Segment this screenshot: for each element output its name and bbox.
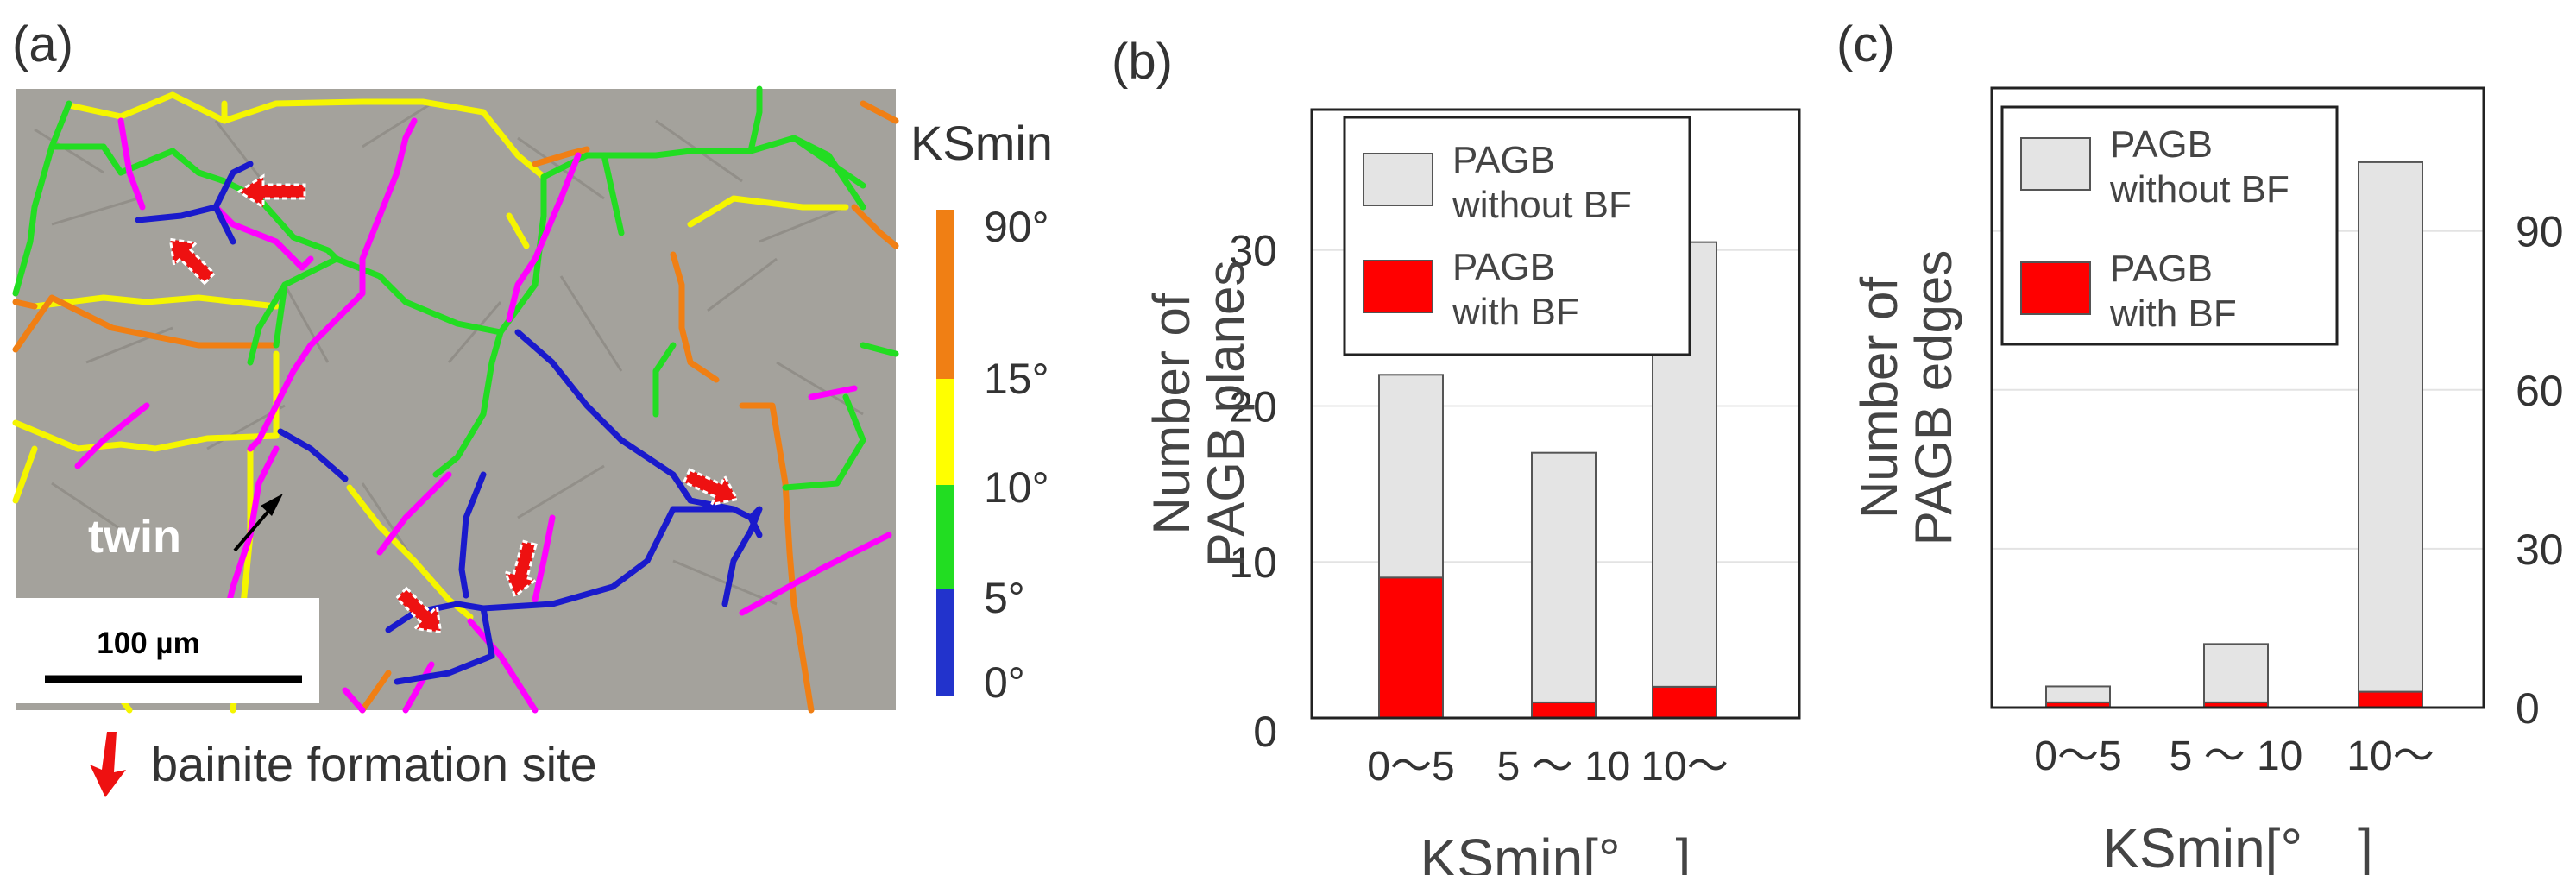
boundaries-green: [12, 85, 899, 491]
legend-label: PAGB: [2110, 248, 2213, 290]
x-tick-label: 10〜: [1641, 744, 1728, 790]
bar-without-bf: [1378, 374, 1444, 579]
scale-bar-box: [16, 598, 319, 703]
bar-without-bf: [1531, 451, 1597, 703]
x-axis-title: KSmin[° ]: [1420, 828, 1691, 875]
bar-with-bf: [1378, 576, 1444, 719]
y-axis-title: Number ofPAGB planes: [1143, 261, 1255, 568]
y-tick-label: 90: [2516, 208, 2564, 256]
boundaries-orange: [12, 100, 899, 714]
bar-without-bf: [2358, 161, 2423, 693]
y-axis-title-line: PAGB planes: [1197, 261, 1255, 568]
colorbar-segment-orange: [936, 210, 954, 379]
bar-with-bf: [1652, 685, 1717, 719]
bainite-arrow: [503, 539, 539, 599]
bar-with-bf: [1531, 701, 1597, 720]
x-tick-label: 5 〜 10: [2170, 733, 2303, 779]
legend-label: PAGB: [1452, 139, 1555, 181]
colorbar-tick-0: 0°: [984, 658, 1025, 707]
y-axis-title-line: Number of: [1143, 293, 1200, 534]
bainite-arrow: [682, 468, 740, 507]
boundaries-blue: [135, 161, 763, 685]
twin-label: twin: [88, 511, 181, 563]
colorbar-tick-90: 90°: [984, 203, 1049, 251]
y-tick-label: 0: [1253, 708, 1277, 756]
y-axis-title: Number ofPAGB edges: [1850, 250, 1962, 545]
y-tick-label: 20: [1229, 382, 1277, 431]
legend-swatch-without-bf: [2020, 137, 2091, 191]
colorbar-title: KSmin: [910, 116, 1053, 170]
legend-swatch-with-bf: [2020, 261, 2091, 315]
legend-label: with BF: [1452, 291, 1579, 333]
colorbar-segment-yellow: [936, 379, 954, 485]
bainite-arrow: [236, 173, 306, 210]
bainite-arrow: [168, 237, 217, 286]
bainite-legend-arrow-icon: [90, 732, 126, 797]
colorbar-tick-5: 5°: [984, 574, 1025, 622]
bainite-legend-text: bainite formation site: [151, 737, 597, 791]
legend-label: PAGB: [2110, 123, 2213, 166]
colorbar-segment-blue: [936, 589, 954, 696]
panel-c-label: (c): [1836, 16, 1895, 72]
y-tick-label: 10: [1229, 538, 1277, 587]
legend-label: without BF: [1452, 184, 1632, 226]
y-axis-title-line: PAGB edges: [1905, 250, 1962, 545]
y-axis-title-line: Number of: [1850, 277, 1908, 519]
panel-a-label: (a): [12, 16, 73, 72]
colorbar-tick-10: 10°: [984, 463, 1049, 512]
y-tick-label: 30: [2516, 526, 2564, 574]
x-tick-label: 0〜5: [1367, 744, 1454, 790]
chart-c: 0〜5 5 〜 10 10〜 0 30 60 90 Number ofPAGB edges KS…: [1850, 86, 2564, 875]
x-tick-label: 10〜: [2346, 733, 2434, 779]
bar-without-bf: [2203, 643, 2269, 703]
boundaries-magenta: [74, 117, 892, 714]
twin-pointer-arrow: [233, 494, 283, 552]
bar-with-bf: [2358, 690, 2423, 708]
micrograph-texture: [34, 102, 864, 606]
legend-swatch-without-bf: [1363, 153, 1433, 206]
bar-without-bf: [2045, 685, 2111, 703]
panel-b-label: (b): [1112, 34, 1173, 90]
y-tick-label: 60: [2516, 367, 2564, 415]
legend-label: with BF: [2109, 293, 2237, 335]
bainite-arrows: [168, 173, 740, 634]
y-tick-label: 0: [2516, 684, 2540, 733]
micrograph-panel: twin 100 µm KSmin 90° 15° 10° 5° 0° bain…: [12, 85, 1053, 797]
x-tick-label: 5 〜 10: [1497, 744, 1631, 790]
plot-frame: [1310, 108, 1801, 720]
plot-frame: [1990, 86, 2485, 709]
legend-label: without BF: [2109, 168, 2289, 211]
boundaries-yellow: [12, 91, 849, 714]
y-tick-label: 30: [1229, 227, 1277, 275]
legend-swatch-with-bf: [1363, 260, 1433, 313]
x-axis-title: KSmin[° ]: [2102, 817, 2373, 875]
x-tick-label: 0〜5: [2034, 733, 2121, 779]
legend-label: PAGB: [1452, 246, 1555, 288]
colorbar-tick-15: 15°: [984, 355, 1049, 403]
scale-bar-text: 100 µm: [97, 626, 199, 660]
colorbar-segment-green: [936, 485, 954, 589]
bainite-arrow: [394, 586, 443, 634]
